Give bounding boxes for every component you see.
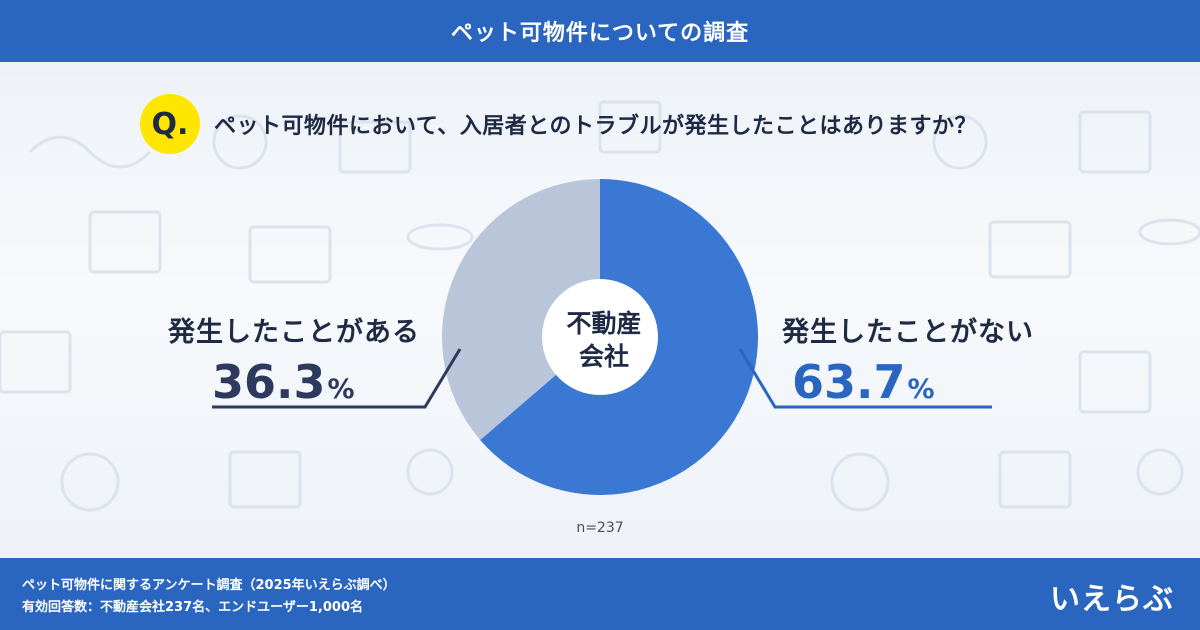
data-label-had-trouble: 発生したことがある 36.3% — [168, 310, 420, 405]
data-label-no-trouble: 発生したことがない 63.7% — [782, 310, 1034, 405]
database-icon — [406, 223, 474, 251]
bulb-icon — [406, 448, 454, 496]
card-icon-right — [988, 220, 1072, 279]
card-icon — [248, 225, 332, 284]
footer-respondents: 有効回答数：不動産会社237名、エンドユーザー1,000名 — [22, 600, 363, 615]
window-icon — [338, 120, 412, 174]
database-icon-right — [1138, 218, 1200, 246]
chart-window-icon — [0, 330, 72, 394]
sample-size-note: n=237 — [576, 520, 624, 536]
brand-logo: いえらぶ — [1050, 582, 1174, 617]
book-icon-right — [998, 450, 1072, 509]
globe-icon-right — [932, 114, 988, 170]
question-row: Q. ペット可物件において、入居者とのトラブルが発生したことはありますか？ — [140, 94, 977, 154]
grid-icon — [598, 100, 662, 154]
percent-value-no-trouble: 63.7% — [792, 355, 935, 409]
header-bar: ペット可物件についての調査 — [0, 0, 1200, 62]
category-label-had-trouble: 発生したことがある — [168, 317, 420, 348]
browser-icon — [1078, 110, 1152, 174]
question-badge: Q. — [140, 94, 200, 154]
map-icon — [1078, 350, 1152, 414]
header-title: ペット可物件についての調査 — [450, 21, 750, 46]
book-icon — [228, 450, 302, 509]
tape-icon — [60, 452, 120, 512]
category-label-no-trouble: 発生したことがない — [782, 317, 1034, 348]
leader-line-right — [738, 348, 992, 409]
footer-bar: ペット可物件に関するアンケート調査（2025年いえらぶ調べ） 有効回答数：不動産… — [0, 558, 1200, 630]
background-icons — [0, 100, 1200, 512]
donut-center-label: 不動産 会社 — [544, 308, 664, 373]
handshake-icon — [28, 135, 152, 169]
donut-center-circle — [542, 279, 658, 395]
donut-chart — [212, 179, 992, 495]
tape-icon-right — [830, 452, 890, 512]
chart-stage: Q. ペット可物件において、入居者とのトラブルが発生したことはありますか？ 不動… — [0, 62, 1200, 558]
bulb-icon-right — [1136, 448, 1184, 496]
leader-line-left — [212, 348, 462, 409]
question-text: ペット可物件において、入居者とのトラブルが発生したことはありますか？ — [214, 114, 978, 139]
center-label-line-2: 会社 — [578, 341, 629, 371]
image-frame-icon — [88, 210, 162, 274]
center-label-line-1: 不動産 — [566, 309, 642, 338]
percent-value-had-trouble: 36.3% — [212, 355, 355, 409]
pie-slice-had-trouble — [441, 179, 600, 440]
globe-icon — [212, 114, 268, 170]
footer-survey-title: ペット可物件に関するアンケート調査（2025年いえらぶ調べ） — [22, 578, 396, 593]
